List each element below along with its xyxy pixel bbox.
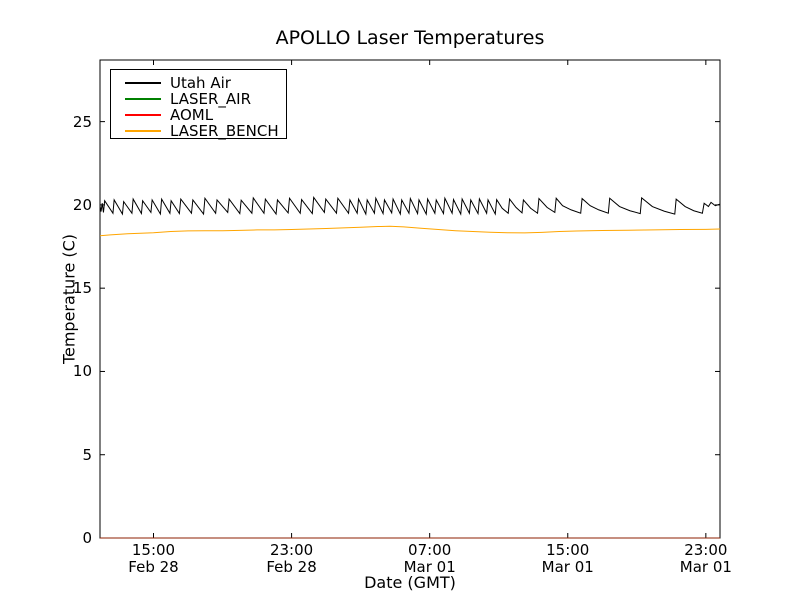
legend-label: LASER_BENCH xyxy=(170,122,279,140)
legend-item-utah-air: Utah Air xyxy=(125,75,286,91)
legend-label: LASER_AIR xyxy=(170,90,251,108)
laser-bench-line-swatch xyxy=(125,130,161,132)
legend: Utah Air LASER_AIR AOML LASER_BENCH xyxy=(110,69,287,139)
legend-label: Utah Air xyxy=(170,74,231,92)
chart-title: APOLLO Laser Temperatures xyxy=(275,27,545,49)
x-tick-label-3: 15:00 Mar 01 xyxy=(520,542,616,576)
y-tick-label-20: 20 xyxy=(72,195,92,214)
legend-item-laser-air: LASER_AIR xyxy=(125,91,286,107)
x-tick-time: 15:00 xyxy=(131,541,176,559)
x-tick-time: 15:00 xyxy=(546,541,590,559)
x-tick-date: Mar 01 xyxy=(679,558,732,576)
x-tick-time: 23:00 xyxy=(269,541,314,559)
x-axis-label: Date (GMT) xyxy=(364,573,456,592)
y-tick-label-10: 10 xyxy=(72,362,92,381)
x-tick-time: 07:00 xyxy=(408,541,452,559)
x-tick-label-1: 23:00 Feb 28 xyxy=(244,542,340,576)
y-tick-label-0: 0 xyxy=(82,529,92,547)
x-tick-time: 23:00 xyxy=(684,541,728,559)
y-tick-label-15: 15 xyxy=(72,279,92,298)
y-tick-label-5: 5 xyxy=(82,445,92,464)
x-tick-label-2: 07:00 Mar 01 xyxy=(382,542,478,576)
x-tick-date: Mar 01 xyxy=(541,558,594,576)
legend-label: AOML xyxy=(170,106,214,124)
legend-item-aoml: AOML xyxy=(125,107,286,123)
y-axis-label: Temperature (C) xyxy=(59,233,79,365)
x-tick-date: Mar 01 xyxy=(403,558,456,576)
legend-item-laser-bench: LASER_BENCH xyxy=(125,123,286,139)
laser-air-line-swatch xyxy=(125,98,161,100)
utah-air-line-swatch xyxy=(125,82,161,84)
x-tick-date: Feb 28 xyxy=(128,558,179,576)
aoml-line-swatch xyxy=(125,114,161,116)
x-tick-label-4: 23:00 Mar 01 xyxy=(658,542,754,576)
y-tick-label-25: 25 xyxy=(72,112,92,131)
x-tick-date: Feb 28 xyxy=(266,558,317,576)
x-tick-label-0: 15:00 Feb 28 xyxy=(106,542,202,576)
